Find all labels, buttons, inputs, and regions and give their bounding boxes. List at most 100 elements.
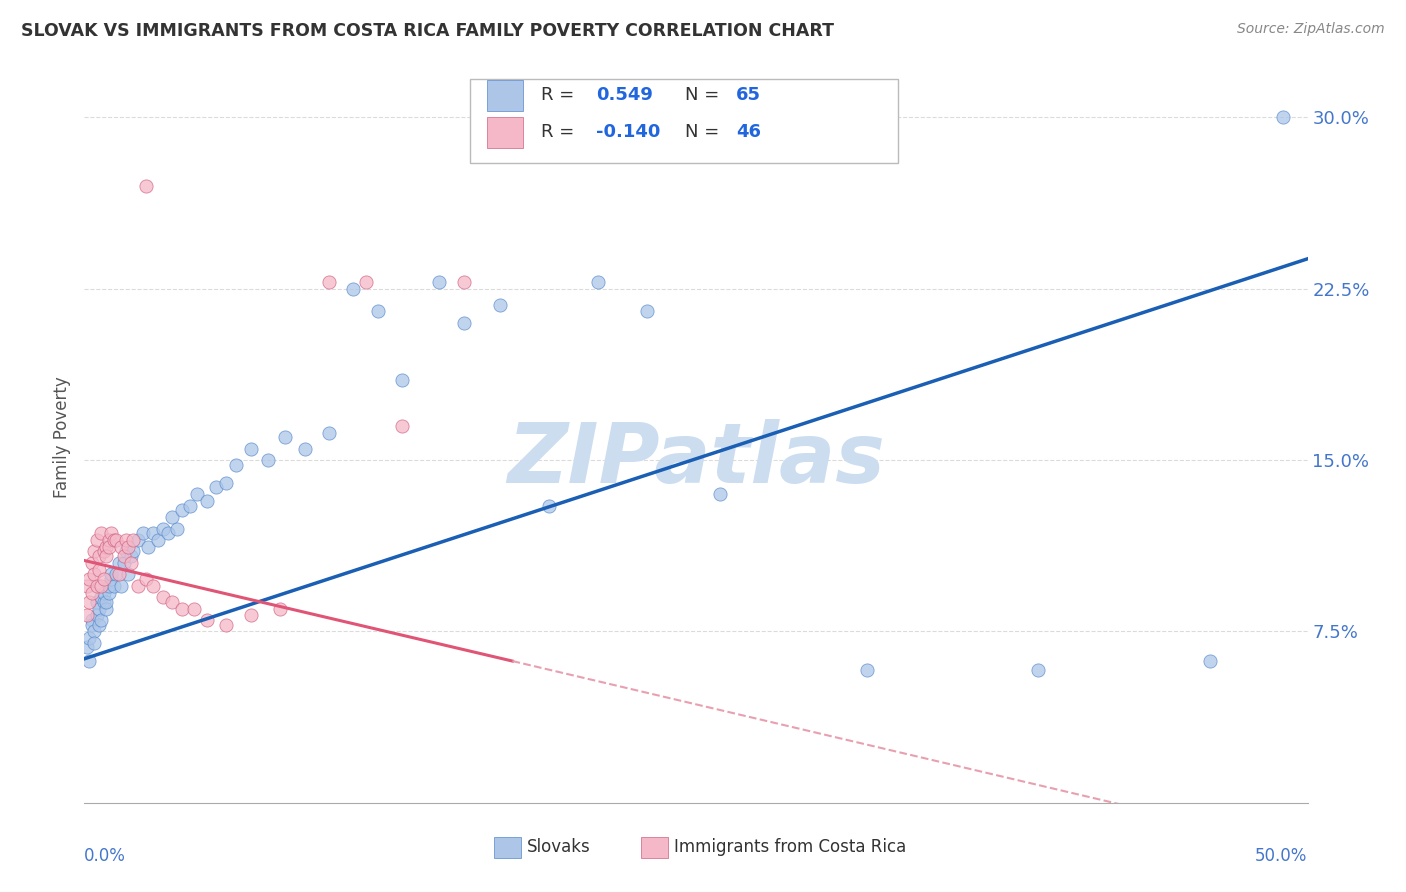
- Point: [225, 458, 247, 472]
- Point: [122, 533, 145, 547]
- Point: [156, 526, 179, 541]
- Text: 50.0%: 50.0%: [1256, 847, 1308, 864]
- Point: [97, 585, 120, 599]
- Text: ZIPatlas: ZIPatlas: [508, 418, 884, 500]
- Point: [103, 533, 125, 547]
- Text: N =: N =: [685, 123, 725, 141]
- Text: 65: 65: [737, 87, 761, 104]
- Point: [367, 304, 389, 318]
- Point: [107, 567, 129, 582]
- Point: [186, 487, 208, 501]
- Point: [93, 595, 115, 609]
- Point: [269, 601, 291, 615]
- Point: [86, 608, 108, 623]
- Point: [83, 636, 105, 650]
- Point: [87, 563, 110, 577]
- Point: [1028, 663, 1050, 677]
- Point: [77, 654, 100, 668]
- Point: [172, 601, 194, 615]
- Point: [391, 373, 413, 387]
- Text: 0.549: 0.549: [596, 87, 652, 104]
- Point: [239, 608, 262, 623]
- Point: [215, 617, 238, 632]
- Point: [76, 579, 98, 593]
- Point: [110, 540, 132, 554]
- Point: [76, 608, 98, 623]
- Point: [1198, 654, 1220, 668]
- Point: [112, 549, 135, 563]
- Point: [195, 494, 218, 508]
- Text: N =: N =: [685, 87, 725, 104]
- Point: [76, 640, 98, 655]
- Point: [117, 540, 139, 554]
- Text: R =: R =: [541, 87, 579, 104]
- Point: [90, 526, 112, 541]
- Point: [96, 549, 118, 563]
- Point: [87, 617, 110, 632]
- Point: [90, 579, 112, 593]
- Point: [127, 533, 149, 547]
- Point: [195, 613, 218, 627]
- Point: [709, 487, 731, 501]
- Point: [83, 624, 105, 639]
- Point: [83, 544, 105, 558]
- Point: [86, 579, 108, 593]
- Point: [97, 579, 120, 593]
- Point: [166, 521, 188, 535]
- Point: [110, 579, 132, 593]
- Point: [152, 521, 174, 535]
- Point: [162, 510, 184, 524]
- Bar: [486, 117, 523, 148]
- Point: [100, 567, 122, 582]
- Point: [93, 585, 115, 599]
- Point: [100, 526, 122, 541]
- Point: [172, 503, 194, 517]
- Text: Immigrants from Costa Rica: Immigrants from Costa Rica: [673, 838, 907, 856]
- Point: [96, 601, 118, 615]
- Point: [391, 418, 413, 433]
- Point: [93, 572, 115, 586]
- Point: [120, 556, 142, 570]
- Text: Slovaks: Slovaks: [527, 838, 591, 856]
- Point: [586, 275, 609, 289]
- Point: [179, 499, 201, 513]
- Point: [318, 425, 340, 440]
- Text: -0.140: -0.140: [596, 123, 659, 141]
- Point: [96, 540, 118, 554]
- Point: [90, 590, 112, 604]
- Point: [1272, 110, 1295, 124]
- Point: [127, 579, 149, 593]
- Point: [215, 475, 238, 490]
- Point: [80, 585, 103, 599]
- Point: [318, 275, 340, 289]
- Point: [257, 453, 280, 467]
- Point: [112, 556, 135, 570]
- Text: R =: R =: [541, 123, 579, 141]
- Point: [100, 572, 122, 586]
- Point: [115, 544, 138, 558]
- Point: [80, 556, 103, 570]
- FancyBboxPatch shape: [470, 78, 898, 163]
- Point: [107, 556, 129, 570]
- Point: [83, 567, 105, 582]
- Point: [97, 540, 120, 554]
- Point: [354, 275, 377, 289]
- Point: [132, 526, 155, 541]
- Y-axis label: Family Poverty: Family Poverty: [53, 376, 72, 498]
- Point: [105, 567, 128, 582]
- Point: [453, 316, 475, 330]
- Point: [146, 533, 169, 547]
- Point: [342, 281, 364, 295]
- Point: [115, 533, 138, 547]
- Point: [90, 613, 112, 627]
- Bar: [494, 838, 522, 858]
- Point: [122, 544, 145, 558]
- Point: [96, 595, 118, 609]
- Point: [294, 442, 316, 456]
- Point: [80, 613, 103, 627]
- Text: Source: ZipAtlas.com: Source: ZipAtlas.com: [1237, 22, 1385, 37]
- Point: [239, 442, 262, 456]
- Point: [103, 579, 125, 593]
- Point: [427, 275, 450, 289]
- Point: [142, 526, 165, 541]
